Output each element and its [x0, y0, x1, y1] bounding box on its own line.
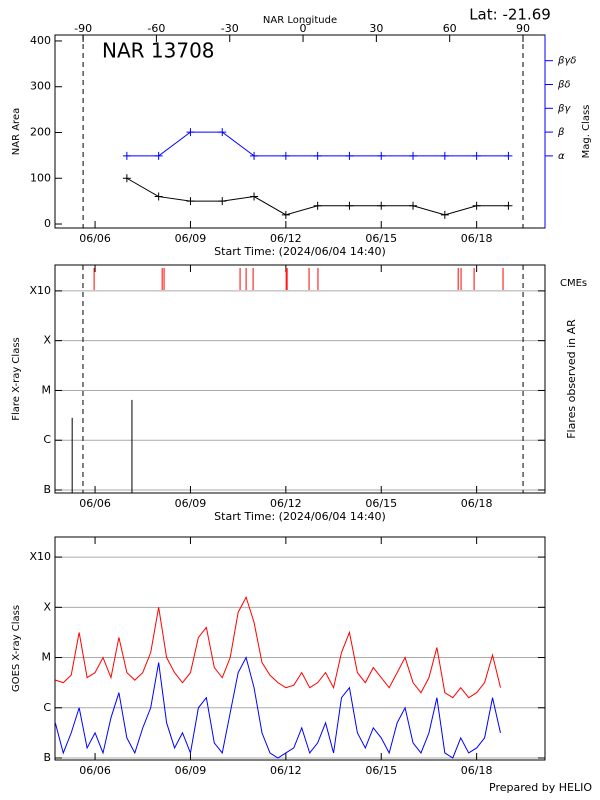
x-tick-label: 06/09 — [175, 497, 207, 510]
y-tick-label: 100 — [30, 171, 51, 184]
y-tick-label: C — [43, 433, 51, 446]
y-tick-label: 300 — [30, 80, 51, 93]
x2-tick-label: 0 — [300, 22, 307, 35]
y2-tick-label: βδ — [557, 79, 571, 90]
point-marker — [218, 128, 227, 137]
x2-tick-label: 60 — [443, 22, 457, 35]
y-tick-label: 0 — [44, 217, 51, 230]
point-marker — [440, 210, 449, 219]
latitude-label: Lat: -21.69 — [469, 6, 551, 24]
y-tick-label: X10 — [29, 550, 51, 563]
y-tick-label: B — [43, 483, 51, 496]
y2-axis-label: Flares observed in AR — [565, 319, 578, 439]
point-marker — [440, 151, 449, 160]
point-marker — [313, 151, 322, 160]
point-marker — [377, 201, 386, 210]
y-tick-label: X10 — [29, 284, 51, 297]
x-axis-label: Start Time: (2024/06/04 14:40) — [214, 510, 386, 523]
point-marker — [472, 201, 481, 210]
x-tick-label: 06/09 — [175, 232, 207, 245]
y2-axis-label: Mag. Class — [581, 105, 592, 159]
point-marker — [504, 201, 513, 210]
x-tick-label: 06/15 — [365, 764, 397, 777]
x-tick-label: 06/12 — [270, 497, 302, 510]
x-tick-label: 06/18 — [461, 232, 493, 245]
x2-tick-label: 90 — [516, 22, 530, 35]
point-marker — [122, 151, 131, 160]
x2-axis-label: NAR Longitude — [263, 15, 337, 26]
point-marker — [345, 151, 354, 160]
plot-frame — [54, 34, 546, 229]
x-tick-label: 06/06 — [79, 764, 111, 777]
x-tick-label: 06/06 — [79, 497, 111, 510]
point-marker — [250, 151, 259, 160]
point-marker — [186, 128, 195, 137]
point-marker — [250, 192, 259, 201]
x-tick-label: 06/15 — [365, 497, 397, 510]
plot-frame — [54, 264, 546, 494]
point-marker — [154, 192, 163, 201]
chart-title: NAR 13708 — [102, 39, 215, 63]
point-marker — [186, 197, 195, 206]
x-tick-label: 06/12 — [270, 232, 302, 245]
y-tick-label: M — [42, 651, 52, 664]
y-tick-label: C — [43, 701, 51, 714]
x2-tick-label: 30 — [369, 22, 383, 35]
series-line — [54, 656, 501, 759]
point-marker — [281, 151, 290, 160]
x2-tick-label: -30 — [221, 22, 239, 35]
y-tick-label: 200 — [30, 125, 51, 138]
y-axis-label: NAR Area — [11, 108, 22, 155]
y2-tick-label: βγ — [557, 103, 571, 114]
cme-label: CMEs — [560, 278, 587, 289]
x-tick-label: 06/12 — [270, 764, 302, 777]
y-tick-label: B — [43, 751, 51, 764]
point-marker — [472, 151, 481, 160]
x-tick-label: 06/06 — [79, 232, 111, 245]
point-marker — [377, 151, 386, 160]
y-tick-label: M — [42, 383, 52, 396]
plot-frame — [54, 536, 546, 761]
y2-tick-label: α — [558, 151, 565, 162]
x-tick-label: 06/09 — [175, 764, 207, 777]
point-marker — [345, 201, 354, 210]
y-tick-label: 400 — [30, 34, 51, 47]
series-line — [55, 595, 501, 699]
x-tick-label: 06/15 — [365, 232, 397, 245]
y2-tick-label: β — [557, 127, 565, 138]
y-axis-label: GOES X-ray Class — [11, 605, 22, 692]
y-axis-label: Flare X-ray Class — [11, 337, 22, 421]
x-tick-label: 06/18 — [461, 764, 493, 777]
point-marker — [122, 174, 131, 183]
point-marker — [218, 197, 227, 206]
x-axis-label: Start Time: (2024/06/04 14:40) — [214, 245, 386, 258]
y-tick-label: X — [43, 334, 51, 347]
x2-tick-label: -90 — [74, 22, 92, 35]
point-marker — [504, 151, 513, 160]
point-marker — [313, 201, 322, 210]
point-marker — [409, 151, 418, 160]
x2-tick-label: -60 — [147, 22, 165, 35]
footer: Prepared by HELIO — [489, 781, 592, 794]
point-marker — [154, 151, 163, 160]
y-tick-label: X — [43, 600, 51, 613]
x-tick-label: 06/18 — [461, 497, 493, 510]
point-marker — [409, 201, 418, 210]
y2-tick-label: βγδ — [557, 56, 576, 67]
point-marker — [281, 210, 290, 219]
